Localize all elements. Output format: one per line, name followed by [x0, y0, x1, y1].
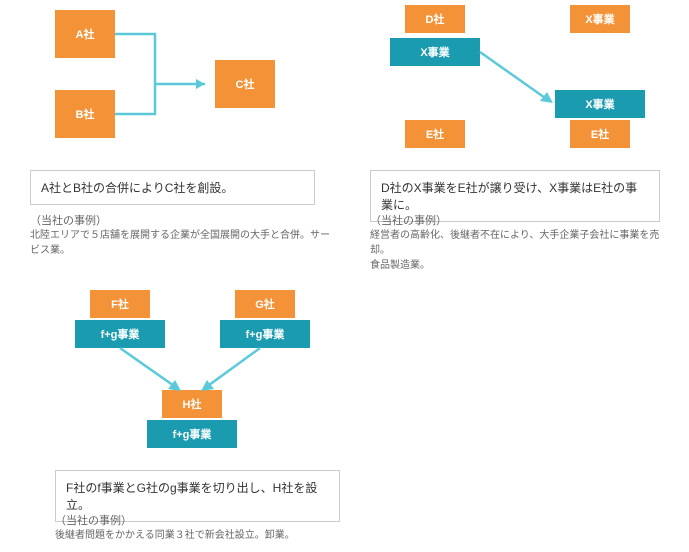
box-f: F社 — [90, 290, 150, 318]
panel2-subtext: 経営者の高齢化、後継者不在により、大手企業子会社に事業を売却。 食品製造業。 — [370, 228, 670, 273]
box-g-fg: f+g事業 — [220, 320, 310, 348]
box-e2: E社 — [570, 120, 630, 148]
panel1-subtext: 北陸エリアで５店舗を展開する企業が全国展開の大手と合併。サービス業。 — [30, 228, 330, 258]
box-d-x: X事業 — [390, 38, 480, 66]
box-x3: X事業 — [555, 90, 645, 118]
box-c-label: C社 — [236, 76, 255, 92]
panel2-sublabel: （当社の事例） — [370, 212, 447, 228]
panel1-desc-text: A社とB社の合併によりC社を創設。 — [41, 181, 233, 195]
box-d: D社 — [405, 5, 465, 33]
panel1-desc: A社とB社の合併によりC社を創設。 — [30, 170, 315, 205]
box-b-label: B社 — [76, 106, 95, 122]
box-g: G社 — [235, 290, 295, 318]
box-h-fg: f+g事業 — [147, 420, 237, 448]
box-e: E社 — [405, 120, 465, 148]
panel1-sublabel: （当社の事例） — [30, 212, 107, 228]
panel3-sublabel: （当社の事例） — [55, 512, 132, 528]
box-c: C社 — [215, 60, 275, 108]
box-f-fg: f+g事業 — [75, 320, 165, 348]
panel3-subtext: 後継者問題をかかえる同業３社で新会社設立。卸業。 — [55, 528, 355, 543]
box-x2: X事業 — [570, 5, 630, 33]
box-a-label: A社 — [76, 26, 95, 42]
box-a: A社 — [55, 10, 115, 58]
box-b: B社 — [55, 90, 115, 138]
box-h: H社 — [162, 390, 222, 418]
